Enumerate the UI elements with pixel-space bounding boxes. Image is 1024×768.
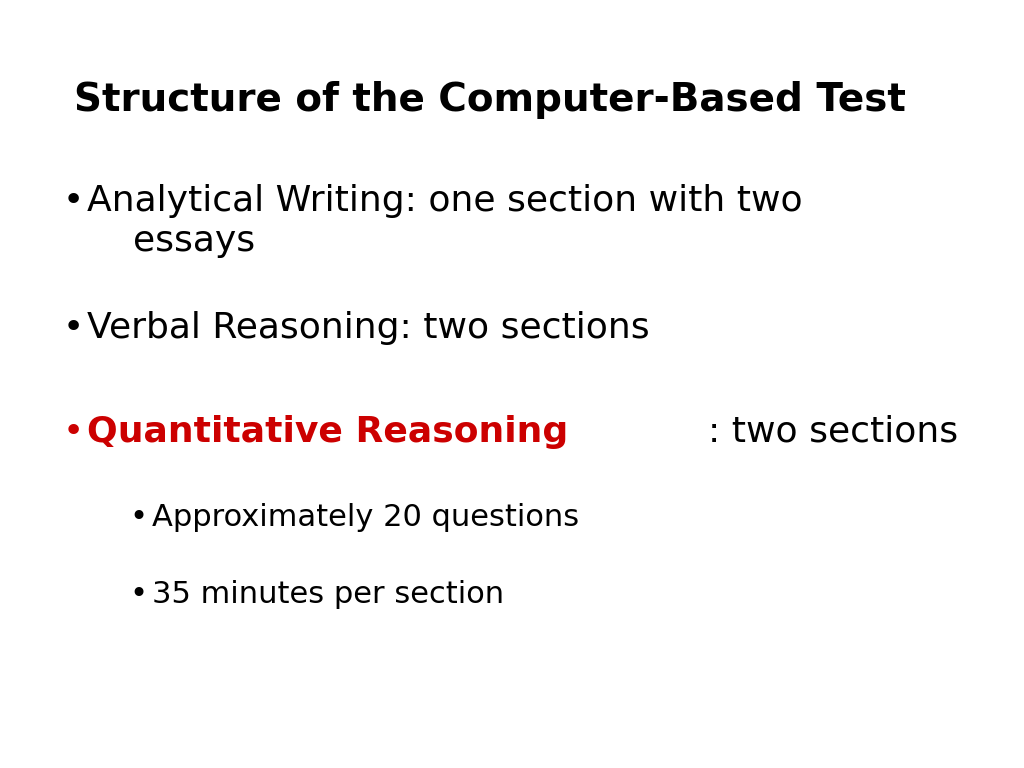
Text: •: • (63, 415, 84, 449)
Text: Approximately 20 questions: Approximately 20 questions (152, 503, 579, 532)
Text: Analytical Writing: one section with two
    essays: Analytical Writing: one section with two… (87, 184, 803, 258)
Text: •: • (129, 580, 147, 609)
Text: Structure of the Computer-Based Test: Structure of the Computer-Based Test (74, 81, 905, 118)
Text: 35 minutes per section: 35 minutes per section (152, 580, 504, 609)
Text: Verbal Reasoning: two sections: Verbal Reasoning: two sections (87, 311, 649, 345)
Text: Quantitative Reasoning: Quantitative Reasoning (87, 415, 568, 449)
Text: •: • (129, 503, 147, 532)
Text: •: • (63, 184, 84, 218)
Text: : two sections: : two sections (708, 415, 958, 449)
Text: •: • (63, 311, 84, 345)
